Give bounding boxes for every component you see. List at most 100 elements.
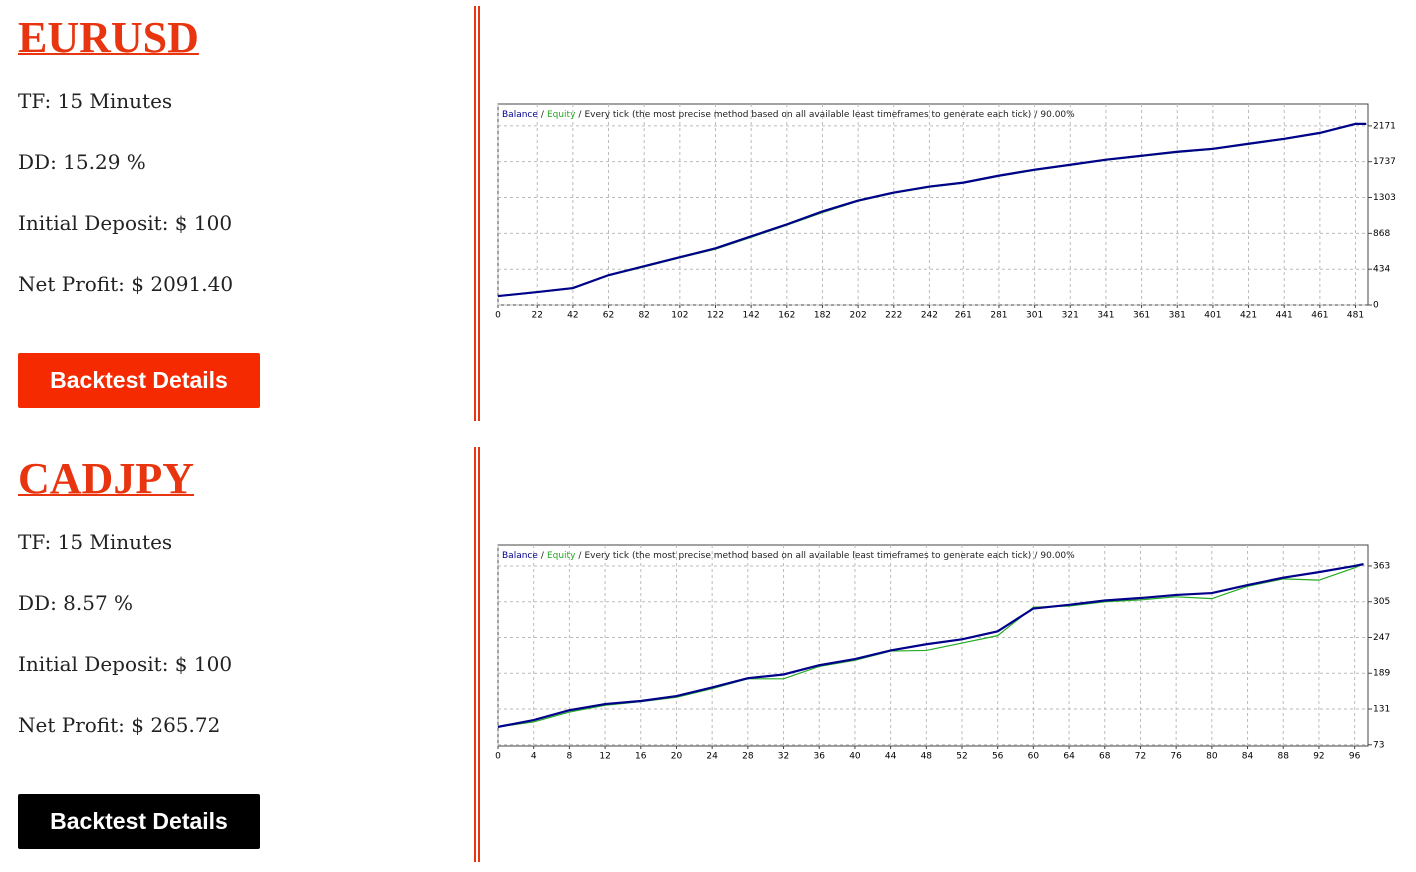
x-tick-label: 80 [1206, 752, 1218, 762]
backtest-button[interactable]: Backtest Details [18, 353, 260, 408]
y-tick-label: 189 [1373, 669, 1390, 679]
x-tick-label: 401 [1204, 311, 1221, 321]
divider [474, 447, 476, 862]
section-title: EURUSD [18, 13, 199, 62]
x-tick-label: 88 [1278, 752, 1290, 762]
x-tick-label: 242 [921, 311, 938, 321]
x-tick-label: 28 [742, 752, 754, 762]
divider [478, 447, 480, 862]
separator: / [541, 110, 545, 120]
y-tick-label: 434 [1373, 265, 1390, 275]
x-tick-label: 202 [850, 311, 867, 321]
x-tick-label: 162 [778, 311, 795, 321]
x-tick-label: 102 [671, 311, 688, 321]
separator: / [1034, 110, 1038, 120]
x-tick-label: 22 [531, 311, 542, 321]
separator: / [1034, 551, 1038, 561]
divider [474, 6, 476, 421]
x-tick-label: 341 [1097, 311, 1114, 321]
chart-subtitle: Every tick (the most precise method base… [584, 110, 1031, 120]
series-line [497, 122, 1367, 298]
timeframe: TF: 15 Minutes [18, 89, 173, 113]
x-tick-label: 44 [885, 752, 897, 762]
x-tick-label: 68 [1099, 752, 1111, 762]
initial-deposit: Initial Deposit: $ 100 [18, 211, 233, 235]
x-tick-label: 441 [1276, 311, 1293, 321]
legend-entry: Balance [502, 110, 538, 120]
y-tick-label: 363 [1373, 561, 1390, 571]
modelling-quality: 90.00% [1040, 110, 1075, 120]
chart-subtitle: Every tick (the most precise method base… [584, 551, 1031, 561]
backtest-button[interactable]: Backtest Details [18, 794, 260, 849]
y-tick-label: 131 [1373, 705, 1390, 715]
plot-area [497, 103, 1369, 306]
x-tick-label: 122 [707, 311, 724, 321]
y-tick-label: 0 [1373, 301, 1379, 311]
x-tick-label: 64 [1063, 752, 1075, 762]
drawdown: DD: 8.57 % [18, 591, 134, 615]
x-tick-label: 461 [1311, 311, 1328, 321]
separator: / [578, 110, 582, 120]
x-tick-label: 4 [531, 752, 537, 762]
separator: / [541, 551, 545, 561]
x-tick-label: 76 [1170, 752, 1182, 762]
x-tick-label: 12 [599, 752, 610, 762]
legend-entry: Equity [547, 110, 576, 120]
chart-header: Balance / Equity / Every tick (the most prec… [502, 551, 1075, 561]
net-profit: Net Profit: $ 2091.40 [18, 272, 234, 296]
x-tick-label: 142 [743, 311, 760, 321]
x-tick-label: 0 [495, 311, 501, 321]
x-tick-label: 301 [1026, 311, 1043, 321]
x-tick-label: 52 [956, 752, 967, 762]
x-tick-label: 72 [1135, 752, 1146, 762]
x-tick-label: 361 [1133, 311, 1150, 321]
plot-area [497, 544, 1369, 747]
x-tick-label: 261 [955, 311, 972, 321]
x-tick-label: 92 [1313, 752, 1324, 762]
series-line [497, 563, 1364, 728]
legend-entry: Equity [547, 551, 576, 561]
y-tick-label: 868 [1373, 229, 1390, 239]
x-tick-label: 481 [1347, 311, 1364, 321]
x-tick-label: 182 [814, 311, 831, 321]
y-tick-label: 305 [1373, 597, 1390, 607]
x-tick-label: 321 [1062, 311, 1079, 321]
legend-entry: Balance [502, 551, 538, 561]
x-tick-label: 281 [990, 311, 1007, 321]
x-tick-label: 96 [1349, 752, 1361, 762]
x-tick-label: 24 [706, 752, 718, 762]
chart-header: Balance / Equity / Every tick (the most prec… [502, 110, 1075, 120]
x-tick-label: 36 [814, 752, 826, 762]
modelling-quality: 90.00% [1040, 551, 1075, 561]
x-tick-label: 421 [1240, 311, 1257, 321]
x-tick-label: 32 [778, 752, 789, 762]
divider [478, 6, 480, 421]
x-tick-label: 381 [1169, 311, 1186, 321]
net-profit: Net Profit: $ 265.72 [18, 713, 221, 737]
y-tick-label: 2171 [1373, 121, 1396, 131]
x-tick-label: 20 [671, 752, 683, 762]
x-tick-label: 48 [921, 752, 933, 762]
y-tick-label: 73 [1373, 740, 1384, 750]
x-tick-label: 40 [849, 752, 861, 762]
x-tick-label: 42 [567, 311, 578, 321]
y-tick-label: 1303 [1373, 193, 1396, 203]
x-tick-label: 0 [495, 752, 501, 762]
y-tick-label: 1737 [1373, 157, 1396, 167]
x-tick-label: 82 [638, 311, 649, 321]
x-tick-label: 60 [1028, 752, 1040, 762]
y-tick-label: 247 [1373, 633, 1390, 643]
timeframe: TF: 15 Minutes [18, 530, 173, 554]
drawdown: DD: 15.29 % [18, 150, 146, 174]
x-tick-label: 16 [635, 752, 647, 762]
x-tick-label: 222 [885, 311, 902, 321]
section-title: CADJPY [18, 454, 194, 503]
initial-deposit: Initial Deposit: $ 100 [18, 652, 233, 676]
x-tick-label: 62 [603, 311, 614, 321]
separator: / [578, 551, 582, 561]
x-tick-label: 84 [1242, 752, 1254, 762]
x-tick-label: 56 [992, 752, 1004, 762]
x-tick-label: 8 [567, 752, 573, 762]
